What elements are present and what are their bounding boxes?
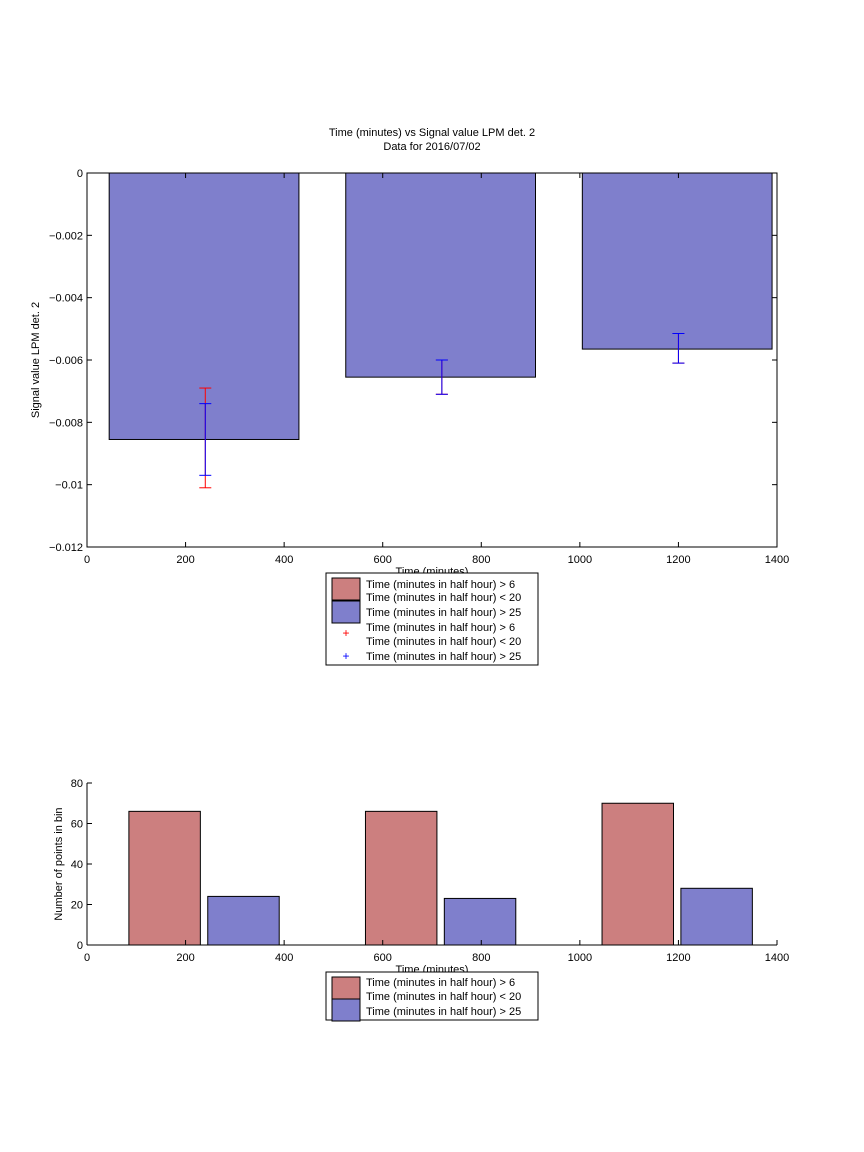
- error-bar-blue: [199, 403, 212, 476]
- signal-chart: Time (minutes) vs Signal value LPM det. …: [30, 127, 789, 666]
- legend-box: [325, 572, 539, 666]
- legend-marker-blue: +: [342, 649, 349, 663]
- y-tick-label: 60: [71, 819, 83, 831]
- chart-subtitle: Data for 2016/07/02: [383, 141, 480, 153]
- legend-label: Time (minutes in half hour) > 6: [366, 622, 515, 634]
- error-bars-layer: [199, 333, 685, 489]
- bar: [581, 172, 773, 350]
- legend: Time (minutes in half hour) > 6 Time (mi…: [325, 971, 539, 1022]
- x-tick-label: 200: [176, 554, 194, 566]
- y-tick-label: −0.012: [49, 542, 83, 554]
- y-ticks: 0 −0.002 −0.004 −0.006 −0.008 −0.01 −0.012: [49, 168, 777, 554]
- bars-layer: [108, 172, 773, 440]
- bar: [443, 897, 517, 946]
- error-bar-blue: [672, 333, 685, 364]
- legend-label: Time (minutes in half hour) > 6: [366, 977, 515, 989]
- legend-label: Time (minutes in half hour) < 20: [366, 592, 521, 604]
- y-tick-label: 40: [71, 859, 83, 871]
- legend-label: Time (minutes in half hour) > 25: [366, 607, 521, 619]
- x-tick-label: 1000: [568, 952, 592, 964]
- y-tick-label: 0: [77, 940, 83, 952]
- bar: [601, 802, 674, 946]
- legend-patch-red: [331, 976, 361, 1000]
- x-tick-label: 1400: [765, 952, 789, 964]
- bar: [108, 172, 300, 440]
- chart-title: Time (minutes) vs Signal value LPM det. …: [329, 127, 535, 139]
- x-tick-label: 1200: [666, 952, 690, 964]
- legend-label: Time (minutes in half hour) < 20: [366, 636, 521, 648]
- y-tick-label: −0.002: [49, 230, 83, 242]
- legend-label: Time (minutes in half hour) > 25: [366, 1006, 521, 1018]
- x-tick-label: 600: [374, 554, 392, 566]
- x-tick-label: 400: [275, 554, 293, 566]
- x-ticks: 0 200 400 600 800 1000 1200 1400: [84, 173, 789, 566]
- y-axis-label: Number of points in bin: [53, 807, 65, 920]
- x-ticks: 0 200 400 600 800 1000 1200 1400: [84, 940, 789, 964]
- count-chart: 0 200 400 600 800 1000 1200 1400 0 20 40 60 80 Time…: [53, 778, 789, 1022]
- bar: [345, 172, 536, 378]
- legend-patch-blue: [331, 998, 361, 1022]
- x-tick-label: 1200: [666, 554, 690, 566]
- x-tick-label: 600: [374, 952, 392, 964]
- y-axis-label: Signal value LPM det. 2: [30, 302, 42, 418]
- legend-marker-red: +: [342, 626, 349, 640]
- legend: + + Time (minutes in half hour) > 6 Time…: [325, 572, 539, 666]
- legend-label: Time (minutes in half hour) < 20: [366, 991, 521, 1003]
- bars-layer: [128, 802, 753, 946]
- bar: [128, 810, 201, 946]
- y-tick-label: 80: [71, 778, 83, 790]
- x-tick-label: 800: [472, 554, 490, 566]
- y-tick-label: −0.004: [49, 293, 83, 305]
- x-tick-label: 1000: [568, 554, 592, 566]
- x-tick-label: 200: [176, 952, 194, 964]
- legend-label: Time (minutes in half hour) > 25: [366, 651, 521, 663]
- legend-box: [325, 971, 539, 1021]
- y-tick-label: −0.008: [49, 417, 83, 429]
- y-tick-label: −0.006: [49, 355, 83, 367]
- y-tick-label: 20: [71, 900, 83, 912]
- x-tick-label: 400: [275, 952, 293, 964]
- error-bar-blue: [435, 359, 448, 395]
- y-tick-label: −0.01: [55, 480, 83, 492]
- x-tick-label: 1400: [765, 554, 789, 566]
- x-tick-label: 0: [84, 554, 90, 566]
- bar: [207, 895, 280, 946]
- x-tick-label: 800: [472, 952, 490, 964]
- legend-patch-blue: [331, 600, 361, 624]
- x-tick-label: 0: [84, 952, 90, 964]
- legend-patch-red: [331, 577, 361, 601]
- bar: [364, 810, 438, 946]
- bar: [680, 887, 753, 946]
- y-tick-label: 0: [77, 168, 83, 180]
- legend-label: Time (minutes in half hour) > 6: [366, 579, 515, 591]
- y-ticks: 0 20 40 60 80: [71, 778, 92, 952]
